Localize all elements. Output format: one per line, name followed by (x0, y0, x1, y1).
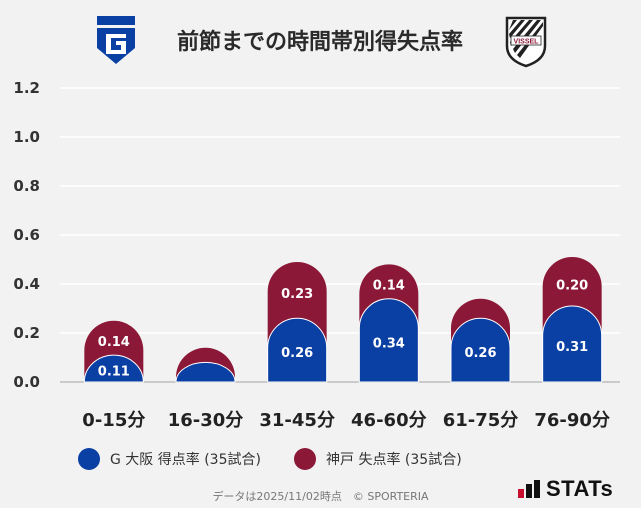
bar-home (267, 317, 328, 383)
legend-label-away: 神戸 失点率 (35試合) (326, 452, 462, 468)
data-label-away: 0.14 (373, 279, 405, 294)
data-label-away: 0.14 (98, 335, 130, 350)
chart-legend: G 大阪 得点率 (35試合) 神戸 失点率 (35試合) (78, 448, 490, 474)
bar-group: 0.26 (450, 298, 511, 383)
x-tick-label: 46-60分 (351, 410, 427, 431)
legend-item-away: 神戸 失点率 (35試合) (294, 448, 462, 470)
legend-swatch-away (294, 448, 317, 470)
data-label-home: 0.26 (281, 346, 313, 361)
legend-item-home: G 大阪 得点率 (35試合) (78, 448, 261, 470)
footer-note: データは2025/11/02時点 © SPORTERIA (212, 490, 429, 503)
y-tick-label: 0.8 (13, 177, 40, 195)
x-tick-label: 76-90分 (534, 410, 610, 431)
legend-label-home: G 大阪 得点率 (35試合) (110, 452, 261, 468)
data-label-home: 0.11 (98, 365, 130, 380)
y-tick-label: 0.0 (13, 373, 40, 391)
legend-swatch-home (78, 448, 100, 470)
bar-home (175, 361, 236, 383)
bar-group (175, 347, 236, 383)
chart-header: 前節までの時間帯別得失点率 VISSEL (0, 0, 641, 80)
x-tick-label: 0-15分 (82, 410, 145, 431)
y-tick-label: 0.2 (13, 324, 40, 342)
y-tick-label: 0.6 (13, 226, 40, 244)
x-tick-label: 31-45分 (259, 410, 335, 431)
data-label-away: 0.20 (556, 279, 588, 294)
data-label-home: 0.31 (556, 340, 588, 355)
bar-home (358, 298, 419, 383)
y-tick-label: 0.4 (13, 275, 40, 293)
bar-home (542, 305, 603, 383)
vissel-kobe-crest-icon: VISSEL (505, 16, 547, 68)
bar-group: 0.20 0.31 (542, 257, 603, 383)
bar-group: 0.14 0.34 (358, 264, 419, 383)
y-tick-label: 1.2 (13, 79, 40, 97)
bar-home (450, 317, 511, 383)
data-label-away: 0.23 (281, 287, 313, 302)
data-label-home: 0.34 (373, 336, 405, 351)
x-tick-label: 16-30分 (168, 410, 244, 431)
y-tick-label: 1.0 (13, 128, 40, 146)
x-tick-label: 61-75分 (443, 410, 519, 431)
chart-title: 前節までの時間帯別得失点率 (176, 30, 463, 55)
bar-group: 0.14 0.11 (83, 320, 144, 383)
bar-home (83, 354, 144, 383)
bar-group: 0.23 0.26 (267, 261, 328, 383)
gamba-osaka-crest-icon (97, 16, 135, 64)
stats-logo: STATs (518, 476, 613, 502)
vissel-crest-text: VISSEL (514, 39, 540, 46)
stats-brand-text: STATs (546, 476, 614, 501)
stacked-bar-chart: 0.00.20.40.60.81.01.2 0.140.110.230.260.… (13, 79, 620, 431)
stats-bars-icon (518, 480, 540, 498)
data-label-home: 0.26 (464, 346, 496, 361)
